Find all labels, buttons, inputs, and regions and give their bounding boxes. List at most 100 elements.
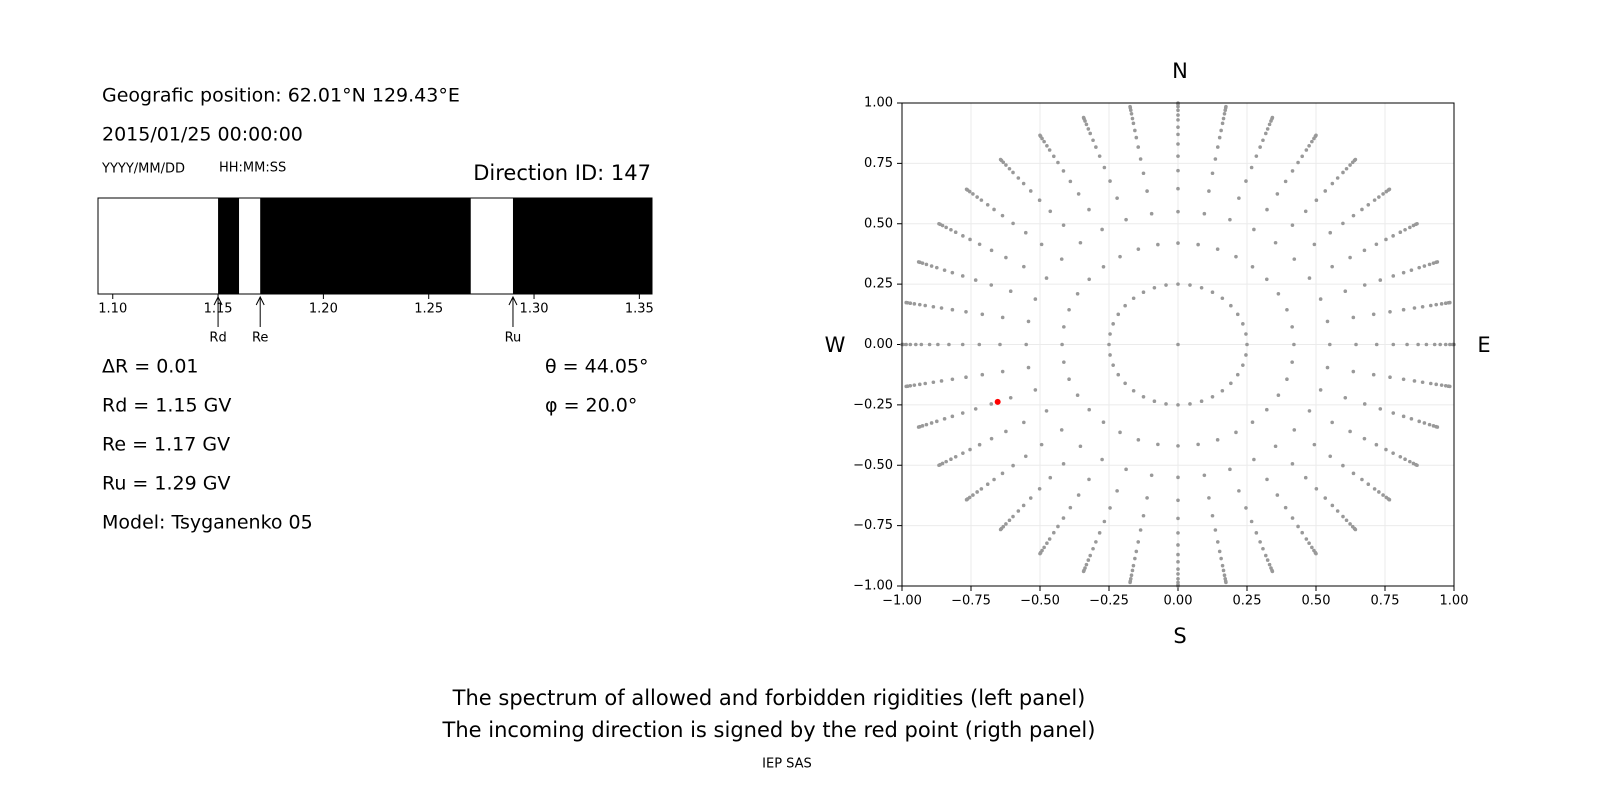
- direction-point: [1133, 556, 1137, 561]
- direction-point: [1026, 365, 1031, 370]
- direction-point: [904, 384, 908, 389]
- direction-point: [942, 417, 947, 421]
- direction-point: [1221, 116, 1226, 121]
- y-tick-label: 0.25: [864, 277, 893, 292]
- compass-s: S: [1173, 624, 1186, 648]
- direction-point: [1244, 353, 1248, 357]
- direction-point: [1061, 169, 1066, 173]
- direction-point: [1372, 487, 1377, 491]
- direction-point: [1176, 403, 1180, 407]
- direction-point: [1353, 157, 1358, 162]
- direction-point: [1221, 568, 1226, 573]
- marker-arrowhead: [255, 295, 265, 306]
- direction-point: [1136, 247, 1141, 251]
- info-line: Re = 1.17 GV: [102, 434, 230, 456]
- direction-point: [1307, 409, 1312, 413]
- angle-line: θ = 44.05°: [545, 356, 649, 378]
- direction-point: [1341, 221, 1345, 226]
- info-line: ΔR = 0.01: [102, 356, 199, 378]
- direction-point: [1062, 360, 1066, 364]
- direction-point: [1075, 393, 1080, 398]
- direction-point: [1038, 551, 1042, 556]
- direction-point: [1021, 503, 1026, 508]
- direction-point: [937, 221, 941, 226]
- direction-point: [1176, 498, 1180, 503]
- direction-point: [908, 384, 913, 388]
- direction-point: [1210, 513, 1215, 518]
- direction-point: [1129, 573, 1134, 577]
- direction-point: [950, 377, 955, 382]
- direction-point: [1330, 264, 1334, 269]
- direction-point: [1087, 407, 1091, 412]
- direction-point: [1138, 528, 1143, 532]
- direction-point: [1391, 234, 1395, 238]
- direction-point: [992, 477, 996, 482]
- direction-point: [985, 482, 990, 487]
- direction-point: [998, 342, 1002, 347]
- direction-point: [973, 278, 978, 282]
- direction-point: [1384, 237, 1388, 242]
- direction-point: [1264, 407, 1269, 412]
- direction-point: [1398, 230, 1403, 235]
- direction-point: [1107, 342, 1111, 347]
- direction-point: [1176, 118, 1180, 122]
- direction-point: [1207, 496, 1211, 500]
- direction-point: [1042, 139, 1046, 144]
- x-tick-label: 1.10: [98, 302, 127, 317]
- direction-point: [1222, 112, 1227, 116]
- direction-point: [1176, 342, 1180, 347]
- direction-point: [1296, 160, 1300, 165]
- direction-point: [1351, 315, 1356, 320]
- direction-point: [979, 198, 984, 202]
- direction-point: [1264, 277, 1269, 282]
- direction-point: [1391, 342, 1396, 347]
- direction-point: [929, 421, 934, 425]
- direction-point: [1391, 274, 1396, 278]
- direction-point: [1438, 342, 1442, 347]
- direction-point: [1081, 569, 1086, 574]
- direction-point: [1210, 171, 1215, 176]
- direction-point: [1176, 142, 1180, 146]
- direction-point: [1416, 342, 1420, 347]
- direction-point: [1362, 402, 1367, 406]
- direction-point: [1101, 420, 1106, 424]
- y-tick-label: −0.75: [853, 518, 893, 533]
- direction-point: [1078, 444, 1083, 449]
- direction-point: [1307, 541, 1311, 545]
- direction-point: [1128, 104, 1132, 109]
- spectrum-interval: [260, 198, 471, 294]
- direction-point: [1176, 475, 1180, 480]
- compass-n: N: [1172, 59, 1188, 83]
- direction-point: [1241, 322, 1245, 326]
- direction-point: [1215, 438, 1220, 442]
- direction-point: [1004, 163, 1008, 167]
- direction-point: [950, 270, 955, 275]
- direction-point: [1059, 428, 1064, 432]
- direction-point: [1417, 265, 1422, 270]
- direction-point: [1059, 257, 1064, 261]
- direction-point: [1061, 462, 1066, 466]
- direction-point: [1136, 540, 1141, 544]
- direction-point: [1343, 289, 1348, 294]
- direction-point: [1292, 257, 1297, 261]
- spectrum-interval: [512, 198, 652, 294]
- direction-id: Direction ID: 147: [473, 161, 651, 185]
- direction-point: [1330, 420, 1334, 425]
- direction-point: [1011, 514, 1015, 519]
- marker-label: Rd: [209, 331, 226, 346]
- compass-w: W: [825, 333, 846, 357]
- direction-point: [1314, 133, 1318, 138]
- direction-point: [1304, 537, 1309, 541]
- direction-point: [1052, 530, 1056, 535]
- direction-point: [1176, 186, 1180, 191]
- direction-point: [1222, 573, 1227, 577]
- direction-point: [1366, 202, 1371, 207]
- direction-point: [1067, 377, 1071, 381]
- direction-point: [1028, 496, 1033, 500]
- info-line: Model: Tsyganenko 05: [102, 512, 313, 534]
- direction-point: [1133, 128, 1137, 133]
- direction-point: [1283, 179, 1288, 184]
- direction-point: [968, 237, 972, 242]
- direction-point: [1391, 411, 1396, 415]
